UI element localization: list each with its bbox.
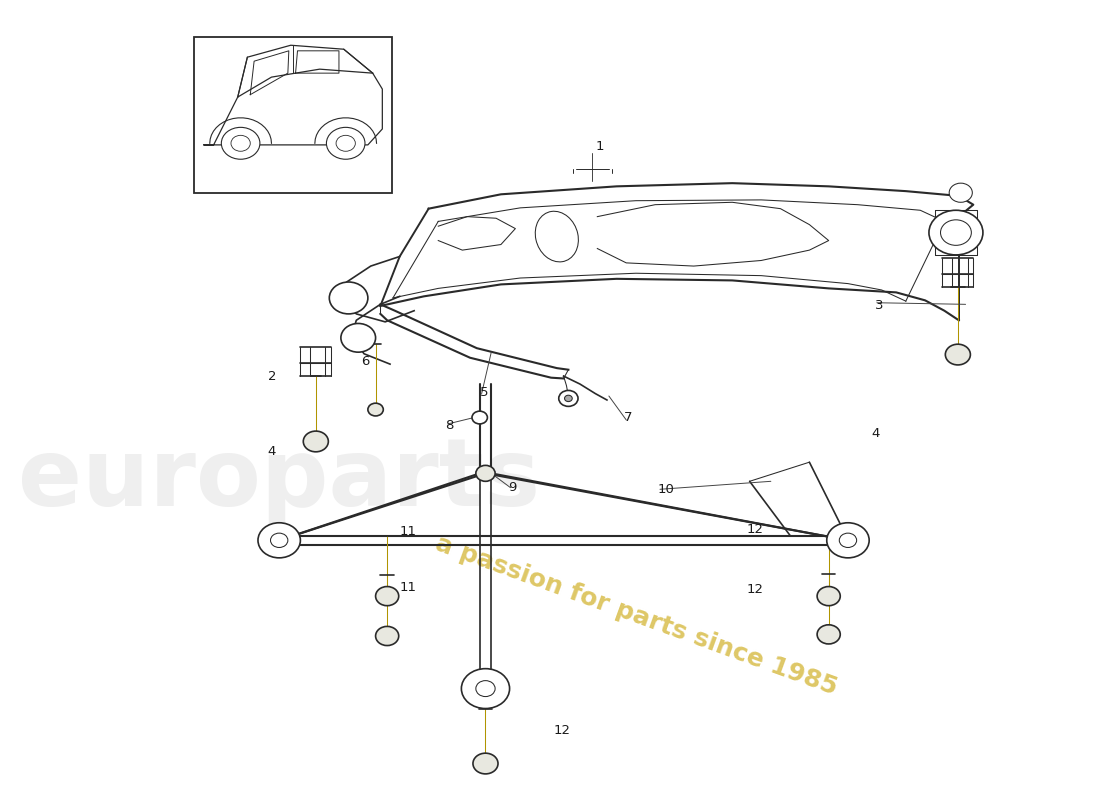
Circle shape (367, 403, 383, 416)
Text: 4: 4 (871, 427, 880, 440)
Text: 7: 7 (625, 411, 632, 424)
Circle shape (817, 586, 840, 606)
Circle shape (940, 220, 971, 246)
Circle shape (564, 395, 572, 402)
Text: 6: 6 (361, 355, 370, 368)
Circle shape (327, 127, 365, 159)
Circle shape (945, 344, 970, 365)
Text: 10: 10 (657, 482, 674, 496)
Text: 12: 12 (747, 522, 763, 536)
Circle shape (476, 681, 495, 697)
Text: 12: 12 (747, 583, 763, 596)
Circle shape (304, 431, 328, 452)
Text: 4: 4 (267, 446, 276, 458)
Circle shape (839, 533, 857, 547)
Circle shape (472, 411, 487, 424)
Circle shape (231, 135, 251, 151)
Text: 12: 12 (554, 724, 571, 738)
Circle shape (559, 390, 578, 406)
Text: 1: 1 (595, 140, 604, 153)
Circle shape (258, 522, 300, 558)
Text: 2: 2 (267, 370, 276, 382)
Text: 11: 11 (399, 581, 417, 594)
Circle shape (473, 753, 498, 774)
Text: 8: 8 (446, 419, 453, 432)
Circle shape (827, 522, 869, 558)
Ellipse shape (536, 211, 579, 262)
Bar (195, 38, 392, 193)
Circle shape (329, 282, 367, 314)
Circle shape (928, 210, 983, 255)
Circle shape (375, 586, 398, 606)
Text: europarts: europarts (18, 434, 540, 526)
Text: a passion for parts since 1985: a passion for parts since 1985 (431, 531, 840, 699)
Text: 5: 5 (480, 386, 488, 398)
Circle shape (817, 625, 840, 644)
Text: 9: 9 (508, 481, 517, 494)
Circle shape (949, 183, 972, 202)
Circle shape (221, 127, 260, 159)
Circle shape (337, 135, 355, 151)
Text: 11: 11 (399, 525, 417, 538)
Circle shape (375, 626, 398, 646)
Circle shape (271, 533, 288, 547)
Circle shape (341, 323, 375, 352)
Circle shape (461, 669, 509, 709)
Text: 3: 3 (874, 299, 883, 313)
Circle shape (476, 466, 495, 482)
